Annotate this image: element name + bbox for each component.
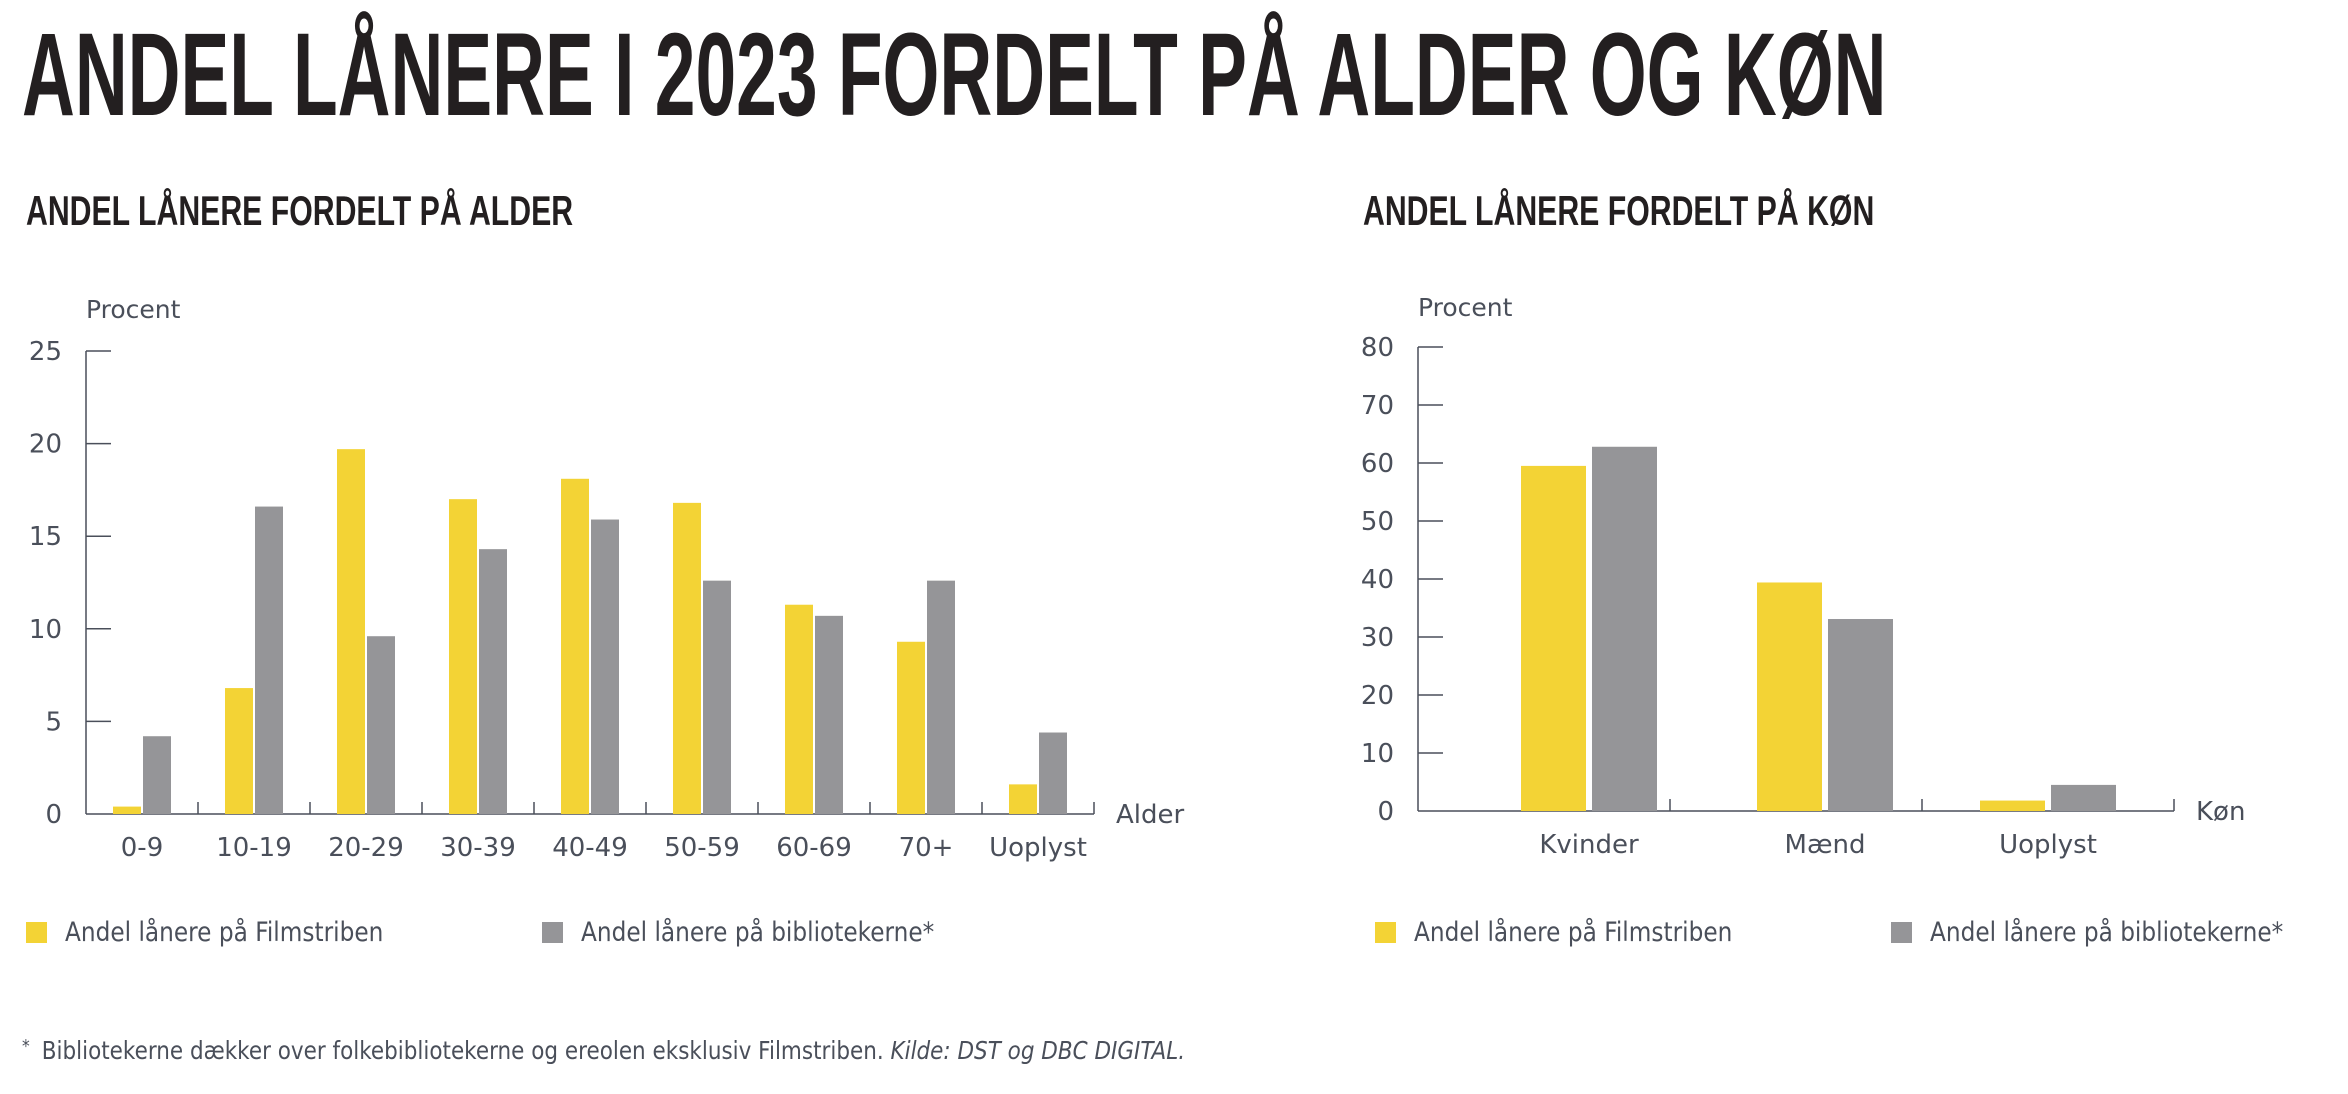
y-tick-label: 5 [45, 707, 62, 737]
y-tick-label: 20 [1361, 681, 1394, 711]
legend-item-filmstriben: Andel lånere på Filmstriben [1375, 917, 1784, 948]
x-category-label: Kvinder [1539, 830, 1639, 860]
legend-swatch-grey-icon [542, 921, 563, 943]
bar-filmstriben-kvinder [1521, 465, 1586, 811]
bar-filmstriben-0-9 [113, 806, 141, 814]
gender-chart-title: ANDEL LÅNERE FORDELT PÅ KØN [1363, 187, 1875, 234]
x-category-label: 50-59 [664, 833, 740, 863]
x-category-label: 60-69 [776, 833, 852, 863]
legend-item-bibliotekerne: Andel lånere på bibliotekerne* [1891, 917, 2341, 948]
bar-filmstriben-60-69 [785, 604, 813, 814]
legend-label: Andel lånere på bibliotekerne* [1930, 916, 2284, 948]
bar-bibliotekerne-10-19 [255, 506, 283, 814]
x-axis-label: Alder [1116, 800, 1185, 830]
bar-bibliotekerne-mænd [1828, 619, 1893, 811]
bar-bibliotekerne-40-49 [591, 519, 619, 814]
legend-swatch-grey-icon [1891, 921, 1912, 943]
legend-swatch-yellow-icon [26, 921, 47, 943]
y-tick-label: 10 [29, 615, 62, 645]
x-category-label: 30-39 [440, 833, 516, 863]
x-category-label: 10-19 [216, 833, 292, 863]
bar-filmstriben-30-39 [449, 499, 477, 814]
bar-filmstriben-50-59 [673, 502, 701, 814]
bar-filmstriben-70+ [897, 641, 925, 814]
y-tick-label: 30 [1361, 623, 1394, 653]
y-axis-label: Procent [1418, 293, 1513, 322]
x-category-label: Uoplyst [1999, 830, 2097, 860]
bar-filmstriben-mænd [1757, 582, 1822, 811]
x-category-label: 70+ [899, 833, 954, 863]
x-category-label: Uoplyst [989, 833, 1087, 863]
y-tick-label: 60 [1361, 449, 1394, 479]
legend-swatch-yellow-icon [1375, 921, 1396, 943]
y-tick-label: 0 [45, 800, 62, 830]
legend-label: Andel lånere på Filmstriben [65, 916, 384, 948]
y-tick-label: 50 [1361, 507, 1394, 537]
footnote: * Bibliotekerne dækker over folkebibliote… [22, 1036, 1185, 1065]
y-axis-label: Procent [86, 295, 181, 324]
legend-item-bibliotekerne: Andel lånere på bibliotekerne* [542, 917, 992, 948]
bar-bibliotekerne-20-29 [367, 636, 395, 814]
y-tick-label: 0 [1377, 797, 1394, 827]
bar-filmstriben-uoplyst [1980, 800, 2045, 811]
bar-bibliotekerne-kvinder [1592, 446, 1657, 811]
y-tick-label: 80 [1361, 333, 1394, 363]
bar-bibliotekerne-uoplyst [1039, 732, 1067, 814]
bar-bibliotekerne-50-59 [703, 580, 731, 814]
footnote-text: Bibliotekerne dækker over folkebibliotek… [41, 1036, 884, 1065]
y-tick-label: 40 [1361, 565, 1394, 595]
x-category-label: 20-29 [328, 833, 404, 863]
legend-label: Andel lånere på bibliotekerne* [581, 916, 935, 948]
age-chart-title: ANDEL LÅNERE FORDELT PÅ ALDER [26, 187, 574, 234]
y-tick-label: 15 [29, 522, 62, 552]
bar-filmstriben-40-49 [561, 478, 589, 814]
bar-bibliotekerne-0-9 [143, 736, 171, 814]
legend-label: Andel lånere på Filmstriben [1414, 916, 1733, 948]
bar-bibliotekerne-uoplyst [2051, 784, 2116, 811]
y-tick-label: 70 [1361, 391, 1394, 421]
y-tick-label: 20 [29, 430, 62, 460]
page-title: ANDEL LÅNERE I 2023 FORDELT PÅ ALDER OG … [22, 9, 1887, 141]
y-tick-label: 25 [29, 337, 62, 367]
footnote-source: Kilde: DST og DBC DIGITAL. [890, 1036, 1186, 1065]
x-category-label: 0-9 [121, 833, 163, 863]
bar-bibliotekerne-30-39 [479, 549, 507, 814]
bar-bibliotekerne-60-69 [815, 615, 843, 814]
bar-filmstriben-10-19 [225, 688, 253, 814]
bar-bibliotekerne-70+ [927, 580, 955, 814]
bar-filmstriben-uoplyst [1009, 784, 1037, 814]
x-category-label: Mænd [1785, 830, 1866, 860]
y-tick-label: 10 [1361, 739, 1394, 769]
footnote-marker: * [22, 1036, 30, 1057]
legend-item-filmstriben: Andel lånere på Filmstriben [26, 917, 435, 948]
bar-filmstriben-20-29 [337, 449, 365, 814]
x-category-label: 40-49 [552, 833, 628, 863]
x-axis-label: Køn [2196, 797, 2245, 827]
